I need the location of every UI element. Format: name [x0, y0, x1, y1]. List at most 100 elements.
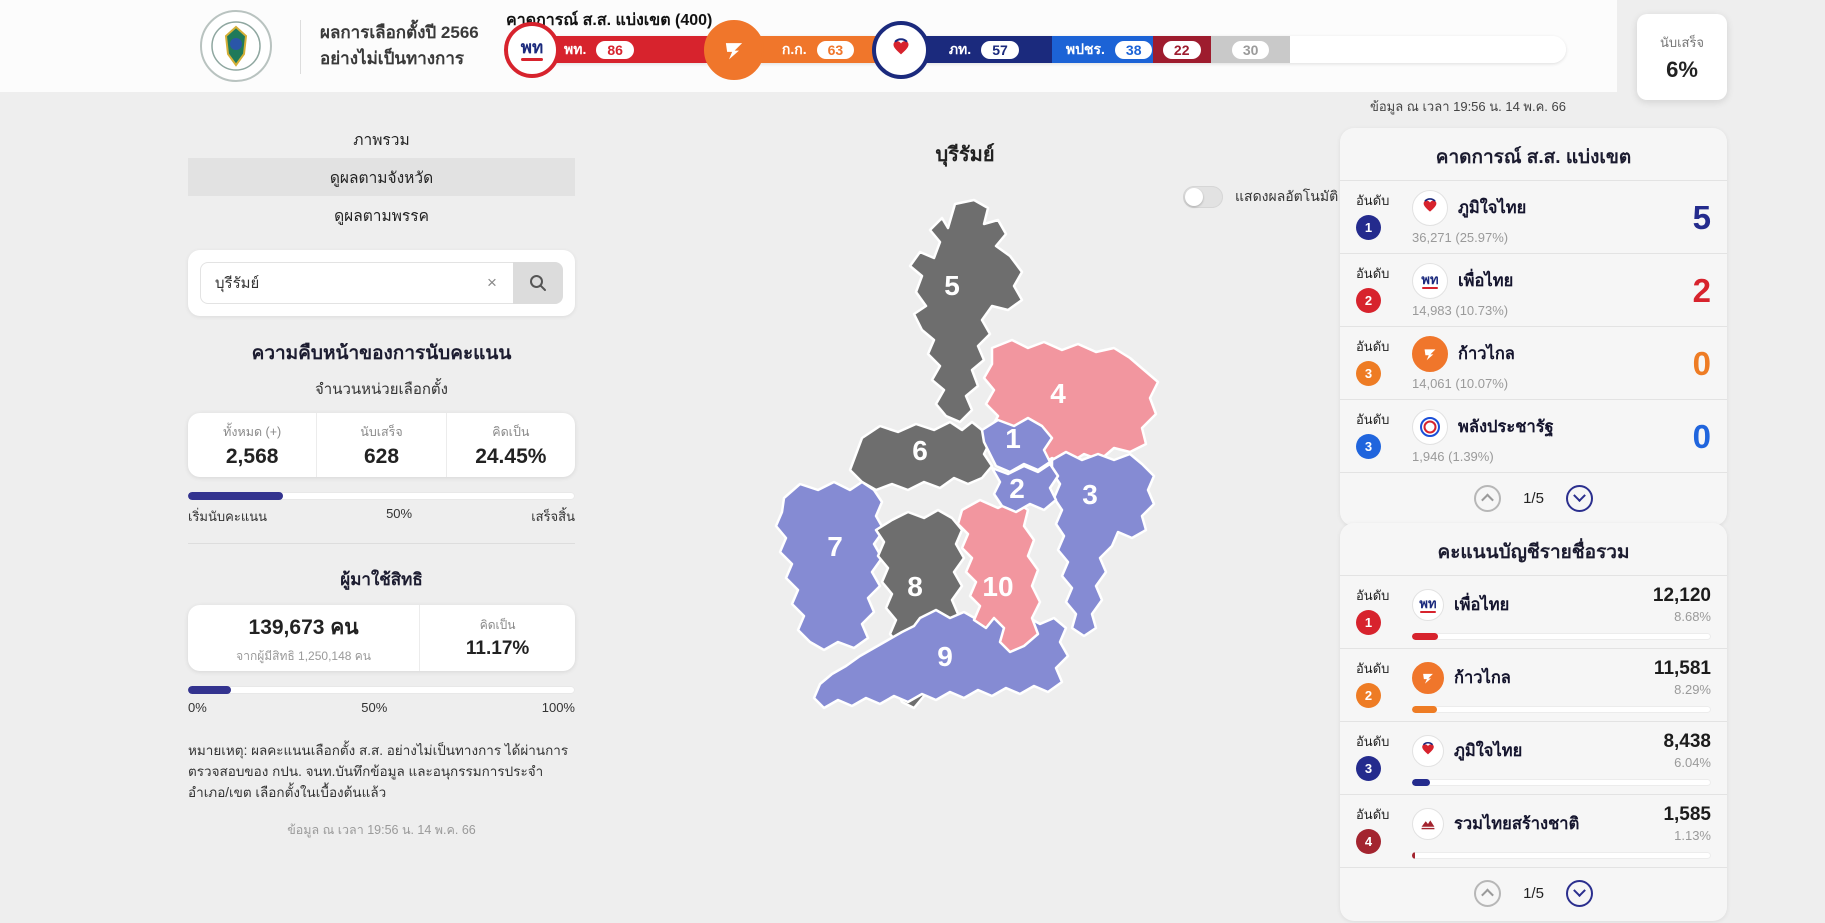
pheu-thai-logo-icon: พท: [1412, 588, 1444, 621]
predicted-seats-bar: พท. 86 พท ก.ก. 63 ภท. 57 พ: [504, 19, 1566, 80]
party-abbr: ก.ก.: [781, 40, 807, 57]
map-district-10[interactable]: [956, 498, 1042, 654]
seat-count-pill: 57: [981, 40, 1019, 59]
vote-share-bar: [1412, 852, 1711, 859]
seat-count-pill: 63: [816, 40, 855, 59]
page-down-button[interactable]: [1565, 880, 1593, 907]
toggle-knob: [1185, 188, 1203, 206]
seat-count: 0: [1692, 417, 1711, 455]
party-name: ก้าวไกล: [1454, 668, 1511, 687]
rank-badge: 3: [1356, 361, 1381, 386]
seat-segment-bhumjaithai: ภท. 57: [871, 20, 1052, 79]
table-row: อันดับ 2 พท เพื่อไทย 14,983 (10.73%) 2: [1340, 253, 1727, 326]
rank-badge: 1: [1356, 215, 1381, 240]
panel-title: คาดการณ์ ส.ส. แบ่งเขต: [1435, 147, 1632, 168]
vote-share-fill: [1412, 706, 1437, 713]
vote-share-fill: [1412, 633, 1438, 640]
party-votes: 1,585: [1663, 804, 1711, 825]
map-district-1[interactable]: [980, 416, 1054, 474]
pheu-thai-logo-underline: [521, 57, 543, 61]
seat-count: 5: [1692, 198, 1711, 236]
counting-progress-title: ความคืบหน้าของการนับคะแนน: [251, 343, 512, 364]
header-updated-timestamp: ข้อมูล ณ เวลา 19:56 น. 14 พ.ค. 66: [1369, 99, 1566, 114]
search-input[interactable]: [200, 262, 513, 304]
search-icon: [530, 275, 546, 291]
seat-count-pill: 22: [1162, 40, 1201, 59]
app-header: ผลการเลือกตั้งปี 2566 อย่างไม่เป็นทางการ…: [0, 0, 1617, 92]
seat-bar-title: คาดการณ์ ส.ส. แบ่งเขต (400): [506, 12, 713, 29]
party-abbr: ภท.: [948, 40, 972, 57]
party-votes: 11,581: [1653, 658, 1711, 679]
party-percent: 8.29%: [1674, 682, 1711, 697]
seat-count-pill: 86: [596, 40, 634, 59]
party-name: พลังประชารัฐ: [1458, 418, 1554, 436]
page-down-button[interactable]: [1565, 485, 1593, 512]
tab-by-province[interactable]: ดูผลตามจังหวัด: [188, 158, 575, 196]
tab-by-party[interactable]: ดูผลตามพรรค: [334, 207, 429, 225]
table-row: อันดับ 3 พลังประชารัฐ 1,946 (1.39%) 0: [1340, 399, 1727, 472]
page-indicator: 1/5: [1523, 885, 1544, 902]
stat-counted: นับเสร็จ 628: [316, 413, 445, 477]
rank-badge: 2: [1356, 683, 1381, 708]
province-search-card: [188, 250, 575, 316]
counted-label: นับเสร็จ: [1659, 34, 1705, 50]
search-button[interactable]: [513, 262, 563, 304]
map-district-2[interactable]: [990, 462, 1060, 514]
panel-title: คะแนนบัญชีรายชื่อรวม: [1437, 542, 1630, 563]
emblem-crest-icon: [211, 21, 261, 71]
election-commission-logo: [200, 10, 272, 82]
counting-progress-fill: [188, 492, 283, 500]
counted-value: 6%: [1666, 56, 1698, 82]
party-votes: 12,120: [1652, 585, 1711, 606]
map-district-3[interactable]: [1050, 450, 1156, 638]
palang-pracharath-logo-icon: [1412, 409, 1448, 445]
table-row: อันดับ 1 ภูมิใจไทย 36,271 (25.97%) 5: [1340, 180, 1727, 253]
vote-share-bar: [1412, 706, 1711, 713]
move-forward-logo-icon: [1412, 661, 1444, 694]
counting-progress-scale: เริ่มนับคะแนน 50% เสร็จสิ้น: [188, 506, 575, 524]
vote-share-bar: [1412, 633, 1711, 640]
seat-count-pill: 30: [1231, 40, 1270, 59]
auto-display-toggle[interactable]: [1183, 186, 1223, 208]
map-district-7[interactable]: [774, 480, 886, 652]
polling-units-subtitle: จำนวนหน่วยเลือกตั้ง: [315, 381, 448, 398]
seat-segment-6: 30: [1210, 36, 1291, 63]
auto-display-toggle-label: แสดงผลอัตโนมัติ: [1235, 188, 1339, 204]
page-up-button[interactable]: [1474, 485, 1502, 512]
pagination: 1/5: [1340, 472, 1727, 526]
clear-search-icon[interactable]: [481, 272, 503, 294]
party-percent: 6.04%: [1674, 755, 1711, 770]
turnout-card: 139,673 คน จากผู้มีสิทธิ 1,250,148 คน คิ…: [188, 605, 575, 671]
seat-bar-remainder: [1290, 36, 1566, 63]
tab-overview[interactable]: ภาพรวม: [353, 131, 410, 149]
turnout-count: 139,673 คน จากผู้มีสิทธิ 1,250,148 คน: [188, 605, 421, 671]
party-name: รวมไทยสร้างชาติ: [1454, 814, 1580, 833]
seat-count: 0: [1692, 344, 1711, 382]
rank-badge: 3: [1356, 756, 1381, 781]
map-district-5[interactable]: [908, 198, 1024, 424]
table-row: อันดับ 3 ภูมิใจไทย 8,438 6.04%: [1340, 721, 1727, 794]
chevron-up-icon: [1481, 888, 1494, 902]
bhumjaithai-logo-icon: [1412, 734, 1444, 767]
page-up-button[interactable]: [1474, 880, 1502, 907]
party-name: ภูมิใจไทย: [1458, 199, 1527, 217]
party-votes: 36,271 (25.97%): [1412, 230, 1509, 245]
pheu-thai-logo-icon: พท: [1412, 263, 1448, 299]
disclaimer-note: หมายเหตุ: ผลคะแนนเลือกตั้ง ส.ส. อย่างไม่…: [188, 743, 569, 800]
rank-badge: 3: [1356, 434, 1381, 459]
bhumjaithai-logo-icon: [1412, 190, 1448, 226]
party-votes: 1,946 (1.39%): [1412, 449, 1494, 464]
pheu-thai-logo-icon: พท: [504, 21, 560, 78]
bhumjaithai-logo-icon: [871, 20, 930, 79]
stat-percent: คิดเป็น 24.45%: [445, 413, 575, 477]
chevron-down-icon: [1573, 489, 1586, 503]
sidebar-divider: [188, 543, 575, 544]
map-district-6[interactable]: [848, 420, 994, 492]
table-row: อันดับ 4 รวมไทยสร้างชาติ 1,585 1.13%: [1340, 794, 1727, 867]
party-name: เพื่อไทย: [1458, 272, 1514, 290]
move-forward-logo-icon: [1412, 336, 1448, 372]
turnout-percent: คิดเป็น 11.17%: [465, 618, 530, 659]
polling-units-stats-card: ทั้งหมด (+) 2,568 นับเสร็จ 628 คิดเป็น 2…: [188, 413, 575, 477]
rank-badge: 4: [1356, 829, 1381, 854]
constituency-prediction-panel: คาดการณ์ ส.ส. แบ่งเขต อันดับ 1 ภูมิใจไทย…: [1340, 128, 1727, 526]
